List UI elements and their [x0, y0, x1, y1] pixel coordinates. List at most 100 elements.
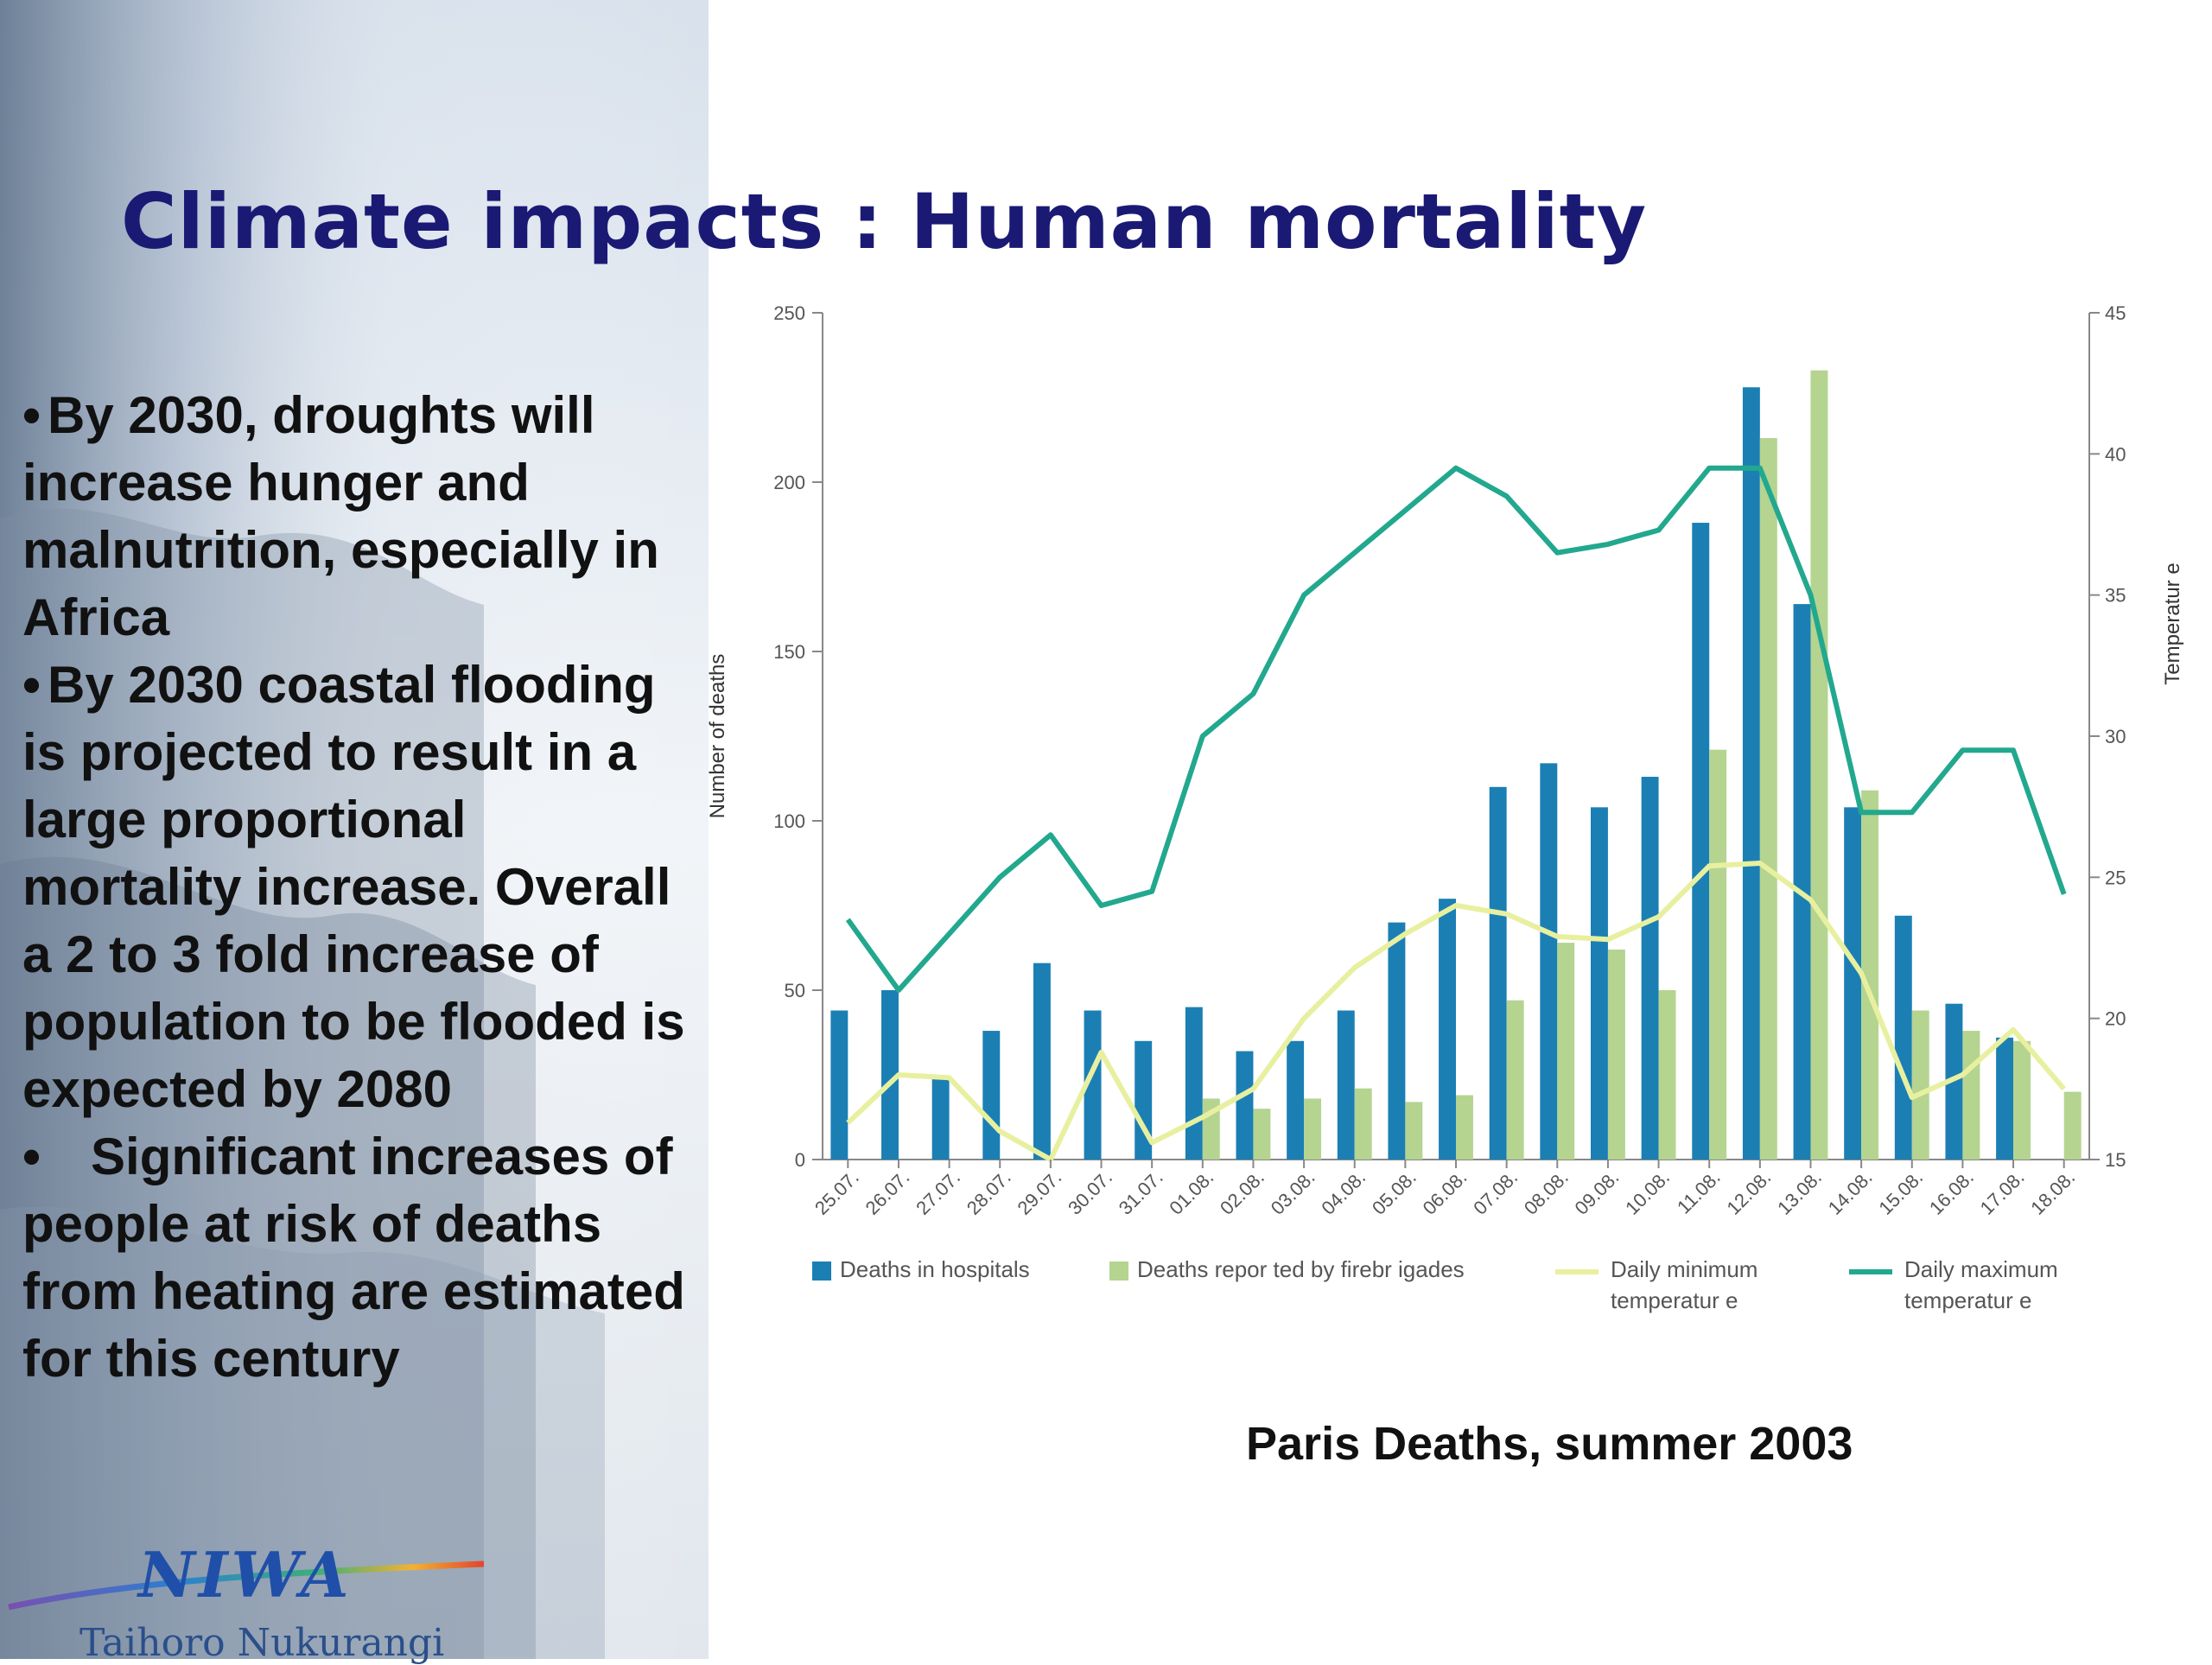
x-tick-label: 05.08. — [1368, 1166, 1421, 1219]
bar-firebrigade — [1810, 370, 1828, 1160]
bullet-text: Significant increases of people at risk … — [22, 1128, 685, 1388]
page-title: Climate impacts : Human mortality — [121, 177, 1648, 266]
bar-hospital — [1388, 922, 1406, 1160]
y-axis-label: Number of deaths — [706, 654, 729, 819]
y-right-tick-label: 40 — [2105, 443, 2126, 465]
bar-firebrigade — [1658, 990, 1676, 1160]
x-tick-label: 10.08. — [1621, 1166, 1674, 1219]
bullet-text: By 2030 coastal flooding is projected to… — [22, 656, 685, 1118]
bar-firebrigade — [2013, 1040, 2031, 1160]
bar-firebrigade — [2063, 1091, 2082, 1160]
legend-max-temp-label: Daily maximum — [1904, 1256, 2058, 1282]
bullet-text: By 2030, droughts will increase hunger a… — [22, 386, 659, 646]
legend-max-temp-label-line2: temperatur e — [1904, 1287, 2031, 1313]
bar-firebrigade — [1861, 790, 1879, 1160]
series-line-max-temp — [845, 465, 2067, 993]
legend-min-temp-label-line2: temperatur e — [1611, 1287, 1738, 1313]
y-tick-label: 0 — [795, 1149, 805, 1171]
bar-hospital — [1337, 1010, 1355, 1160]
bullet-marker: • — [22, 656, 41, 714]
bar-hospital — [982, 1031, 1001, 1160]
x-tick-label: 07.08. — [1469, 1166, 1522, 1219]
bar-hospital — [1489, 786, 1507, 1160]
y-tick-label: 50 — [785, 980, 805, 1001]
logo-swoosh-graphic — [8, 1560, 485, 1611]
bullet-marker: • — [22, 386, 41, 444]
y-right-tick-label: 15 — [2105, 1149, 2126, 1171]
bar-firebrigade — [1759, 438, 1777, 1160]
bar-hospital — [1692, 523, 1710, 1160]
bullet-item: • Significant increases of people at ris… — [22, 1123, 696, 1393]
bar-hospital — [1540, 763, 1558, 1160]
bar-hospital — [1033, 963, 1051, 1160]
y-right-tick-label: 20 — [2105, 1008, 2126, 1030]
y-right-tick-label: 25 — [2105, 867, 2126, 888]
legend-min-temp-label: Daily minimum — [1611, 1256, 1758, 1282]
bar-hospital — [830, 1010, 849, 1160]
legend-firebrigade-swatch — [1109, 1261, 1128, 1281]
x-tick-label: 11.08. — [1673, 1166, 1725, 1218]
bar-hospital — [931, 1077, 950, 1160]
bar-hospital — [1894, 915, 1912, 1160]
y-right-tick-label: 35 — [2105, 585, 2126, 607]
bar-firebrigade — [1354, 1088, 1372, 1160]
x-tick-label: 01.08. — [1165, 1166, 1217, 1219]
x-tick-label: 26.07. — [861, 1166, 914, 1219]
x-tick-label: 09.08. — [1571, 1166, 1624, 1219]
bar-hospital — [1996, 1037, 2014, 1160]
bar-firebrigade — [1405, 1102, 1423, 1160]
x-tick-label: 28.07. — [963, 1166, 1015, 1219]
x-tick-label: 04.08. — [1317, 1166, 1370, 1219]
y-tick-label: 100 — [773, 810, 805, 832]
x-tick-label: 02.08. — [1216, 1166, 1268, 1219]
bar-firebrigade — [1962, 1031, 1980, 1160]
legend-hospital-swatch — [812, 1261, 831, 1281]
bar-hospital — [1590, 807, 1608, 1160]
bar-hospital — [1439, 899, 1456, 1160]
bar-hospital — [1287, 1040, 1305, 1160]
bar-hospital — [1641, 777, 1659, 1160]
legend-hospital-label: Deaths in hospitals — [840, 1256, 1030, 1282]
x-tick-label: 06.08. — [1419, 1166, 1471, 1219]
bar-firebrigade — [1253, 1109, 1271, 1160]
bar-firebrigade — [1911, 1010, 1929, 1160]
y-right-axis-label: Temperatur e — [2161, 562, 2184, 684]
bullet-item: • By 2030, droughts will increase hunger … — [22, 382, 696, 651]
bar-hospital — [881, 990, 899, 1160]
bar-hospital — [1084, 1010, 1102, 1160]
bullet-list: • By 2030, droughts will increase hunger … — [22, 382, 696, 1393]
x-tick-label: 12.08. — [1722, 1166, 1775, 1219]
x-tick-label: 15.08. — [1874, 1166, 1927, 1219]
logo-subtitle: Taihoro Nukurangi — [79, 1621, 445, 1665]
x-tick-label: 03.08. — [1267, 1166, 1319, 1219]
y-right-tick-label: 30 — [2105, 726, 2126, 747]
bar-hospital — [1236, 1051, 1254, 1160]
legend-firebrigade-label: Deaths repor ted by firebr igades — [1137, 1256, 1465, 1282]
bar-firebrigade — [1456, 1095, 1473, 1160]
x-tick-label: 17.08. — [1976, 1166, 2029, 1219]
bar-firebrigade — [1709, 749, 1727, 1160]
bar-hospital — [1742, 387, 1760, 1160]
bar-firebrigade — [1304, 1098, 1322, 1160]
bar-hospital — [1793, 604, 1811, 1160]
x-tick-label: 16.08. — [1925, 1166, 1978, 1219]
x-tick-label: 27.07. — [912, 1166, 964, 1219]
bar-firebrigade — [1506, 1000, 1524, 1160]
y-tick-label: 250 — [773, 302, 805, 324]
x-tick-label: 18.08. — [2026, 1166, 2079, 1219]
chart-caption: Paris Deaths, summer 2003 — [1246, 1418, 1853, 1470]
x-tick-label: 30.07. — [1064, 1166, 1116, 1219]
x-tick-label: 31.07. — [1115, 1166, 1167, 1219]
niwa-logo: NIWA — [138, 1538, 353, 1611]
bar-firebrigade — [1607, 949, 1625, 1160]
x-tick-label: 13.08. — [1773, 1166, 1826, 1219]
x-tick-label: 14.08. — [1824, 1166, 1877, 1219]
bullet-item: • By 2030 coastal flooding is projected t… — [22, 651, 696, 1123]
x-tick-label: 29.07. — [1013, 1166, 1065, 1219]
y-tick-label: 150 — [773, 641, 805, 663]
bar-hospital — [1185, 1007, 1203, 1160]
y-right-tick-label: 45 — [2105, 302, 2126, 324]
bar-hospital — [1844, 807, 1862, 1160]
bar-firebrigade — [1557, 943, 1575, 1160]
